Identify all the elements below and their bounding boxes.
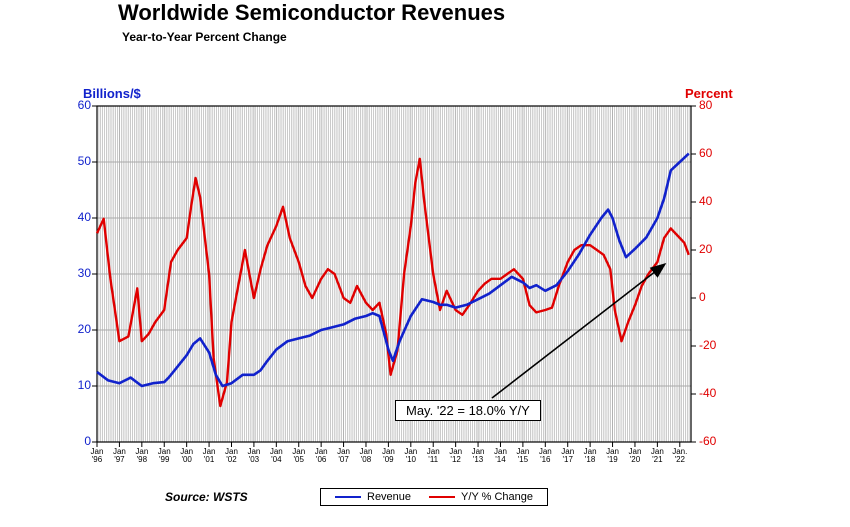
xtick: Jan'01 <box>197 448 221 465</box>
xtick: Jan'07 <box>332 448 356 465</box>
legend-swatch-revenue <box>335 496 361 498</box>
xtick: Jan'96 <box>85 448 109 465</box>
xtick: Jan'16 <box>533 448 557 465</box>
ytick-left: 20 <box>63 322 91 336</box>
xtick: Jan'06 <box>309 448 333 465</box>
xtick: Jan'98 <box>130 448 154 465</box>
ytick-left: 60 <box>63 98 91 112</box>
plot-area <box>77 86 711 462</box>
source-label: Source: WSTS <box>165 490 248 504</box>
xtick: Jan'17 <box>556 448 580 465</box>
xtick: Jan'11 <box>421 448 445 465</box>
ytick-right: -60 <box>699 434 729 448</box>
ytick-left: 50 <box>63 154 91 168</box>
ytick-right: -20 <box>699 338 729 352</box>
legend-item-yoy: Y/Y % Change <box>429 491 533 503</box>
ytick-left: 0 <box>63 434 91 448</box>
ytick-right: 0 <box>699 290 729 304</box>
xtick: Jan'20 <box>623 448 647 465</box>
ytick-left: 10 <box>63 378 91 392</box>
xtick: Jan'09 <box>376 448 400 465</box>
legend-label-yoy: Y/Y % Change <box>461 491 533 503</box>
xtick: Jan'00 <box>175 448 199 465</box>
ytick-left: 30 <box>63 266 91 280</box>
ytick-right: 80 <box>699 98 729 112</box>
xtick: Jan'03 <box>242 448 266 465</box>
legend: Revenue Y/Y % Change <box>320 488 548 506</box>
xtick: Jan'12 <box>444 448 468 465</box>
xtick: Jan'10 <box>399 448 423 465</box>
xtick: Jan'04 <box>264 448 288 465</box>
xtick: Jan'08 <box>354 448 378 465</box>
legend-item-revenue: Revenue <box>335 491 411 503</box>
xtick: Jan'14 <box>488 448 512 465</box>
chart-title: Worldwide Semiconductor Revenues <box>118 0 505 26</box>
ytick-right: 20 <box>699 242 729 256</box>
xtick: Jan'21 <box>645 448 669 465</box>
callout-box: May. '22 = 18.0% Y/Y <box>395 400 541 421</box>
legend-swatch-yoy <box>429 496 455 498</box>
xtick: Jan'99 <box>152 448 176 465</box>
xtick: Jan'13 <box>466 448 490 465</box>
ytick-left: 40 <box>63 210 91 224</box>
legend-label-revenue: Revenue <box>367 491 411 503</box>
ytick-right: 60 <box>699 146 729 160</box>
ytick-right: 40 <box>699 194 729 208</box>
xtick: Jan'97 <box>107 448 131 465</box>
xtick: Jan'19 <box>601 448 625 465</box>
ytick-right: -40 <box>699 386 729 400</box>
xtick: Jan.'22 <box>668 448 692 465</box>
chart-page: { "title": "Worldwide Semiconductor Reve… <box>0 0 850 527</box>
xtick: Jan'05 <box>287 448 311 465</box>
xtick: Jan'18 <box>578 448 602 465</box>
xtick: Jan'02 <box>219 448 243 465</box>
chart-subtitle: Year-to-Year Percent Change <box>122 30 287 44</box>
xtick: Jan'15 <box>511 448 535 465</box>
